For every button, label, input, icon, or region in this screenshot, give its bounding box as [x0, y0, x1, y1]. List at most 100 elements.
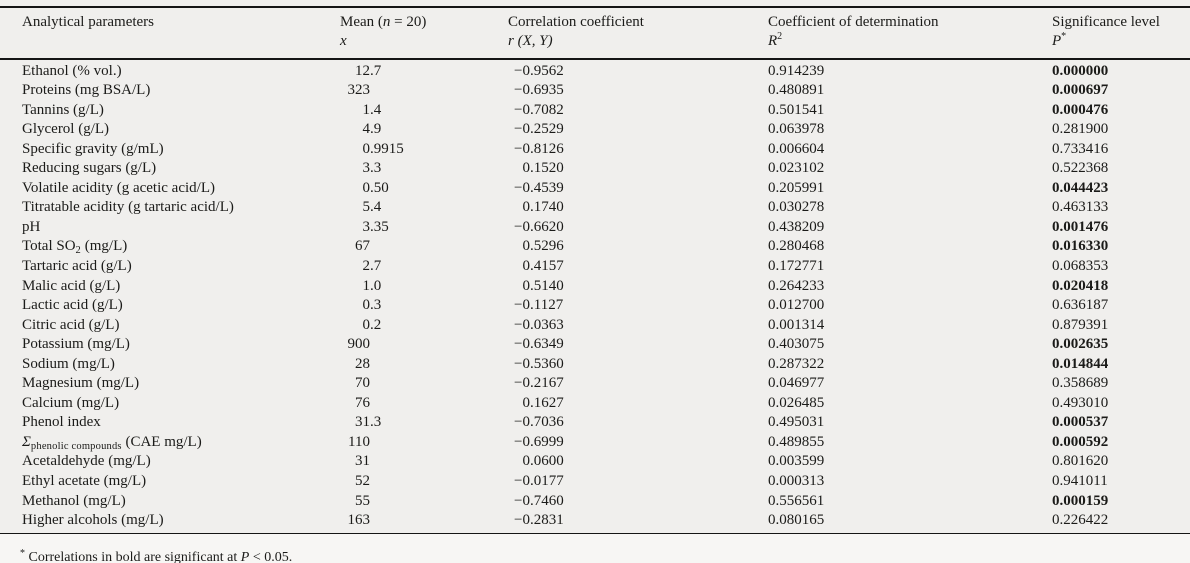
- header-line1: Significance level: [1052, 14, 1160, 30]
- number-integer-part: 31: [355, 414, 370, 431]
- significance-cell: 0.000000: [1052, 62, 1109, 79]
- mean-cell: 2.7: [340, 257, 508, 277]
- correlation-cell: −0.6349: [508, 335, 768, 355]
- param-cell: Citric acid (g/L): [22, 316, 120, 333]
- significance-cell: 0.044423: [1052, 179, 1109, 196]
- determination-cell: 0.172771: [768, 257, 825, 274]
- correlation-cell: −0.1127: [508, 296, 768, 316]
- significance-cell: 0.358689: [1052, 375, 1109, 392]
- mean-cell: 0.2: [340, 316, 508, 336]
- significance-cell: 0.226422: [1052, 512, 1109, 529]
- table-row: Titratable acidity (g tartaric acid/L) 5.…: [0, 198, 1190, 218]
- correlation-cell: −0.7036: [508, 413, 768, 433]
- col-header-analytical-parameters: Analytical parameters: [22, 13, 340, 51]
- number-integer-part: −0: [514, 62, 530, 79]
- number-integer-part: 2: [362, 257, 371, 274]
- param-cell: Σphenolic compounds (CAE mg/L): [22, 433, 340, 457]
- number-integer-part: 52: [355, 472, 370, 489]
- mean-cell: 52: [340, 472, 508, 492]
- param-cell: Methanol (mg/L): [22, 492, 126, 509]
- correlation-cell: −0.4539: [508, 179, 768, 199]
- number-integer-part: −0: [514, 414, 530, 431]
- number-integer-part: −0: [514, 121, 530, 138]
- param-cell: Volatile acidity (g acetic acid/L): [22, 179, 215, 196]
- table-row: Acetaldehyde (mg/L) 31 0.0600 0.003599 0.801…: [0, 452, 1190, 472]
- table-row: Methanol (mg/L) 55 −0.7460 0.556561 0.000159: [0, 492, 1190, 512]
- determination-cell: 0.063978: [768, 121, 825, 138]
- table-row: Higher alcohols (mg/L) 163 −0.2831 0.080165…: [0, 511, 1190, 531]
- number-integer-part: 31: [355, 453, 370, 470]
- mean-cell: 67: [340, 237, 508, 261]
- correlation-cell: 0.5296: [508, 237, 768, 261]
- table-row: Total SO2 (mg/L) 67 0.5296 0.280468 0.016330: [0, 237, 1190, 257]
- mean-cell: 3.3: [340, 159, 508, 179]
- mean-cell: 900: [340, 335, 508, 355]
- number-integer-part: 1: [362, 277, 371, 294]
- number-integer-part: 0: [522, 277, 531, 294]
- determination-cell: 0.501541: [768, 101, 825, 118]
- table-bottom-rule: [0, 532, 1190, 535]
- header-line2: R2: [768, 31, 783, 50]
- table-row: Tannins (g/L) 1.4 −0.7082 0.501541 0.000476: [0, 101, 1190, 121]
- table-row: Specific gravity (g/mL) 0.9915 −0.8126 0.00…: [0, 140, 1190, 160]
- number-integer-part: 70: [355, 375, 370, 392]
- param-cell: Malic acid (g/L): [22, 277, 121, 294]
- significance-cell: 0.016330: [1052, 238, 1109, 255]
- number-integer-part: 0: [522, 238, 531, 255]
- correlation-cell: −0.6999: [508, 433, 768, 457]
- significance-cell: 0.001476: [1052, 218, 1109, 235]
- determination-cell: 0.046977: [768, 375, 825, 392]
- mean-cell: 28: [340, 355, 508, 375]
- number-integer-part: −0: [514, 297, 530, 314]
- significance-cell: 0.002635: [1052, 336, 1109, 353]
- determination-cell: 0.012700: [768, 297, 825, 314]
- param-subscript: 2: [75, 245, 81, 257]
- mean-cell: 163: [340, 511, 508, 531]
- table-footnote: * Correlations in bold are significant a…: [0, 534, 1190, 563]
- table-row: Sodium (mg/L) 28 −0.5360 0.287322 0.014844: [0, 355, 1190, 375]
- mean-cell: 12.7: [340, 62, 508, 82]
- table-row: Phenol index 31.3 −0.7036 0.495031 0.000537: [0, 413, 1190, 433]
- significance-cell: 0.000476: [1052, 101, 1109, 118]
- mean-cell: 3.35: [340, 218, 508, 238]
- header-line2: P*: [1052, 31, 1067, 50]
- significance-cell: 0.020418: [1052, 277, 1109, 294]
- number-integer-part: 1: [362, 101, 371, 118]
- significance-cell: 0.281900: [1052, 121, 1109, 138]
- number-integer-part: −0: [514, 336, 530, 353]
- table-row: pH 3.35 −0.6620 0.438209 0.001476: [0, 218, 1190, 238]
- footnote-text: Correlations in bold are significant at …: [28, 550, 293, 563]
- mean-cell: 323: [340, 81, 508, 101]
- number-integer-part: −0: [514, 472, 530, 489]
- significance-cell: 0.000697: [1052, 82, 1109, 99]
- mean-cell: 110: [340, 433, 508, 457]
- determination-cell: 0.556561: [768, 492, 825, 509]
- determination-cell: 0.003599: [768, 453, 825, 470]
- significance-cell: 0.014844: [1052, 355, 1109, 372]
- determination-cell: 0.264233: [768, 277, 825, 294]
- correlation-cell: −0.6935: [508, 81, 768, 101]
- correlation-cell: −0.7460: [508, 492, 768, 512]
- number-integer-part: −0: [514, 218, 530, 235]
- correlation-cell: 0.1627: [508, 394, 768, 414]
- significance-cell: 0.000159: [1052, 492, 1109, 509]
- significance-cell: 0.000537: [1052, 414, 1109, 431]
- correlation-cell: −0.2831: [508, 511, 768, 531]
- mean-cell: 55: [340, 492, 508, 512]
- col-header-correlation-coefficient: Correlation coefficient r (X, Y): [508, 13, 768, 51]
- correlation-cell: 0.0600: [508, 452, 768, 472]
- determination-cell: 0.403075: [768, 336, 825, 353]
- param-cell: Calcium (mg/L): [22, 394, 120, 411]
- correlation-cell: 0.1520: [508, 159, 768, 179]
- number-integer-part: 0: [522, 453, 531, 470]
- param-cell: Acetaldehyde (mg/L): [22, 453, 151, 470]
- header-line2: r (X, Y): [508, 33, 553, 49]
- number-integer-part: 0: [362, 316, 371, 333]
- correlation-cell: 0.1740: [508, 198, 768, 218]
- significance-cell: 0.493010: [1052, 394, 1109, 411]
- number-integer-part: −0: [514, 375, 530, 392]
- table: Analytical parameters Mean (n = 20) x Co…: [0, 6, 1190, 535]
- correlation-cell: −0.5360: [508, 355, 768, 375]
- determination-cell: 0.001314: [768, 316, 825, 333]
- param-cell: Reducing sugars (g/L): [22, 160, 157, 177]
